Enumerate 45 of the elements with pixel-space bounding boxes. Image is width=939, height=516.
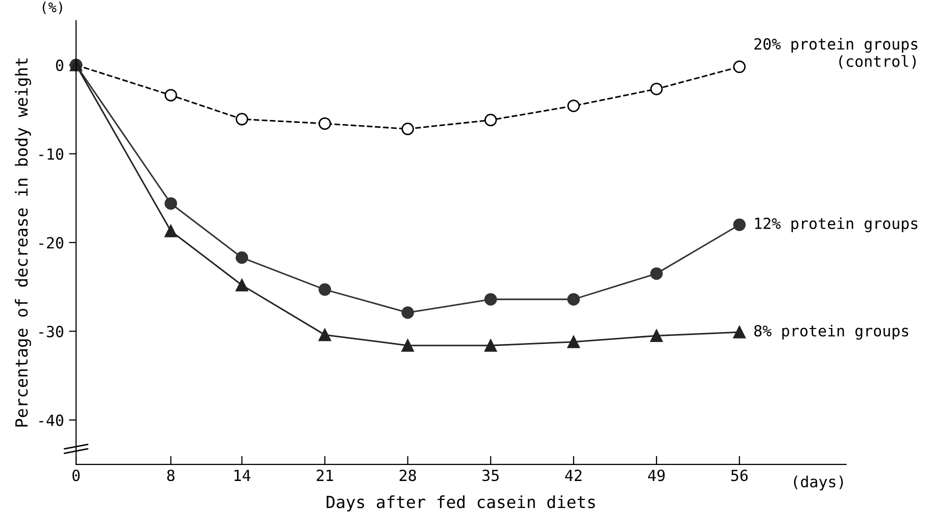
- point: [650, 267, 663, 280]
- point: [401, 122, 414, 136]
- point: [484, 339, 497, 352]
- point: [733, 60, 746, 74]
- x-tick-label: 8: [167, 470, 174, 482]
- point: [733, 218, 746, 232]
- y-tick-label: -20: [39, 237, 64, 249]
- x-tick-label: 42: [565, 470, 582, 481]
- point: [164, 224, 178, 238]
- x-axis-title: Days after fed casein diets: [326, 495, 595, 512]
- x-tick-label: 14: [234, 470, 250, 481]
- x-tick-label: 56: [731, 470, 748, 482]
- point: [236, 112, 248, 126]
- y-tick-label: 0: [56, 60, 64, 72]
- point: [164, 197, 178, 210]
- point: [733, 326, 746, 338]
- point: [318, 328, 332, 342]
- point: [236, 278, 248, 292]
- point: [318, 283, 332, 296]
- point: [236, 251, 248, 264]
- text: (%): [42, 2, 62, 14]
- y-tick-label: -40: [39, 414, 64, 426]
- series-label: 20% protein groups (control): [754, 38, 918, 69]
- x-tick-label: 49: [648, 470, 665, 482]
- point: [484, 114, 497, 126]
- point: [567, 100, 580, 112]
- x-tick-label: 35: [482, 470, 499, 482]
- y-tick-label: -30: [39, 326, 64, 338]
- point: [650, 82, 663, 96]
- x-tick-label: 0: [72, 470, 80, 482]
- y-tick-label: -10: [39, 148, 64, 160]
- point: [484, 293, 497, 306]
- series-label: 12% protein groups: [755, 217, 918, 232]
- series-label: 8% protein groups: [754, 324, 908, 340]
- point: [401, 339, 414, 352]
- point: [567, 293, 580, 306]
- point: [164, 88, 178, 102]
- x-tick-label: 28: [400, 470, 416, 482]
- x-tick-label: 21: [316, 470, 333, 481]
- point: [318, 117, 332, 130]
- point: [650, 329, 663, 342]
- y-axis-title: Percentage of decrease in body weight: [14, 58, 32, 427]
- point: [567, 336, 580, 348]
- text: (days): [794, 476, 843, 490]
- point: [401, 306, 414, 319]
